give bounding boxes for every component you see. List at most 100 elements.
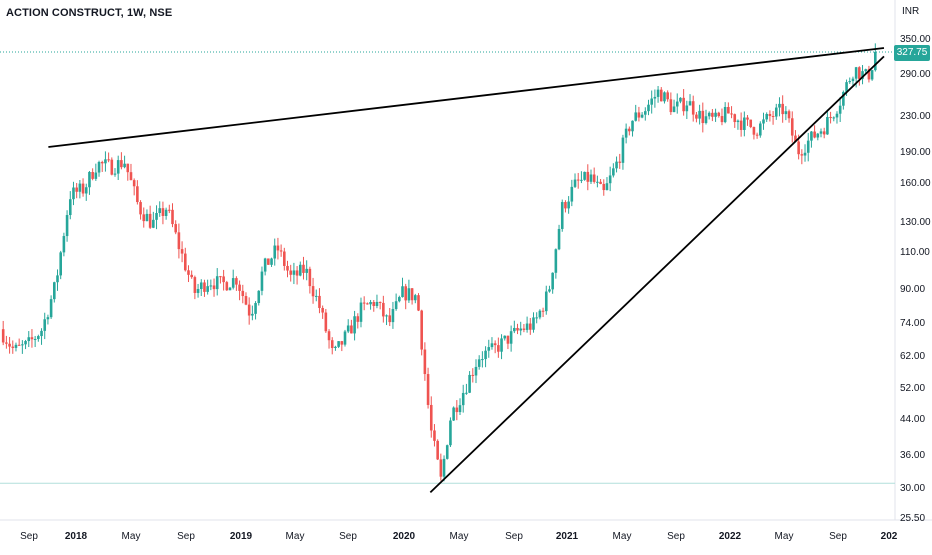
candle-down bbox=[586, 171, 590, 182]
candle-up bbox=[656, 89, 660, 97]
candle-down bbox=[219, 276, 222, 278]
time-axis-month-label: Sep bbox=[339, 531, 357, 542]
candle-down bbox=[267, 258, 270, 265]
candle-down bbox=[356, 316, 360, 322]
candle-up bbox=[634, 112, 638, 121]
candle-up bbox=[573, 179, 577, 187]
candle-up bbox=[273, 245, 277, 259]
candle-up bbox=[68, 199, 72, 216]
candle-up bbox=[525, 323, 529, 330]
candle-up bbox=[62, 236, 66, 253]
candle-down bbox=[1, 329, 5, 343]
candle-down bbox=[187, 270, 190, 275]
time-axis-year-label: 2020 bbox=[392, 531, 416, 542]
candle-down bbox=[516, 327, 519, 331]
candle-down bbox=[493, 343, 497, 346]
candle-up bbox=[698, 110, 701, 119]
candle-up bbox=[53, 282, 56, 300]
time-axis-year-label: 2022 bbox=[718, 531, 742, 542]
candle-down bbox=[362, 302, 366, 304]
candle-up bbox=[615, 161, 618, 169]
candle-up bbox=[778, 103, 781, 108]
time-axis-month-label: May bbox=[121, 531, 141, 542]
candle-down bbox=[183, 253, 187, 271]
candle-up bbox=[231, 278, 235, 288]
candle-down bbox=[324, 312, 328, 332]
candle-up bbox=[743, 117, 746, 130]
candle-up bbox=[72, 187, 75, 200]
time-axis-month-label: May bbox=[612, 531, 632, 542]
candle-up bbox=[445, 445, 449, 459]
candle-up bbox=[209, 285, 213, 287]
candle-up bbox=[56, 275, 59, 283]
candle-down bbox=[429, 404, 433, 431]
candle-down bbox=[193, 277, 197, 293]
candle-up bbox=[567, 201, 570, 209]
candle-up bbox=[663, 92, 666, 102]
candle-up bbox=[803, 152, 807, 156]
candle-down bbox=[107, 159, 110, 161]
candle-down bbox=[794, 135, 797, 142]
candle-down bbox=[136, 186, 139, 203]
candle-down bbox=[203, 282, 206, 292]
price-axis-label: 130.00 bbox=[900, 217, 931, 228]
candle-up bbox=[765, 113, 768, 120]
candle-down bbox=[682, 97, 685, 112]
time-axis-month-label: Sep bbox=[667, 531, 685, 542]
candle-up bbox=[359, 302, 363, 322]
candle-down bbox=[733, 114, 737, 123]
candle-up bbox=[481, 359, 484, 361]
candle-up bbox=[385, 315, 388, 317]
candle-up bbox=[298, 264, 302, 276]
candle-down bbox=[161, 208, 165, 216]
candle-up bbox=[468, 374, 471, 393]
candle-up bbox=[292, 270, 296, 275]
candle-up bbox=[503, 335, 507, 339]
candle-up bbox=[672, 106, 676, 113]
candle-up bbox=[544, 291, 548, 312]
candle-up bbox=[314, 295, 318, 297]
candle-up bbox=[394, 301, 398, 310]
candle-down bbox=[410, 288, 414, 301]
price-axis-label: 25.50 bbox=[900, 513, 926, 524]
candle-up bbox=[647, 104, 650, 112]
candle-down bbox=[755, 134, 759, 136]
time-axis-year-label: 202 bbox=[880, 531, 898, 542]
price-axis-label: 30.00 bbox=[900, 483, 926, 494]
time-axis-month-label: May bbox=[285, 531, 305, 542]
candle-down bbox=[790, 118, 794, 136]
candle-up bbox=[589, 174, 593, 182]
candle-up bbox=[723, 106, 727, 123]
candle-down bbox=[17, 344, 21, 346]
candle-up bbox=[43, 319, 47, 331]
time-axis-month-label: May bbox=[449, 531, 469, 542]
candle-down bbox=[404, 286, 408, 301]
candle-down bbox=[340, 341, 344, 345]
candle-up bbox=[27, 337, 31, 342]
candle-down bbox=[308, 268, 312, 287]
candle-down bbox=[180, 249, 184, 254]
candle-up bbox=[644, 111, 647, 115]
candle-up bbox=[608, 175, 612, 184]
candle-up bbox=[688, 101, 692, 106]
candle-up bbox=[270, 258, 273, 265]
candle-up bbox=[845, 82, 848, 92]
candle-down bbox=[311, 286, 315, 297]
candle-down bbox=[506, 335, 510, 344]
candle-down bbox=[327, 331, 331, 341]
candle-down bbox=[439, 459, 443, 477]
candle-up bbox=[215, 276, 219, 290]
candle-up bbox=[835, 113, 839, 118]
candle-down bbox=[283, 251, 286, 266]
candle-up bbox=[707, 112, 711, 117]
candle-up bbox=[557, 228, 561, 250]
candle-down bbox=[497, 345, 500, 352]
candle-up bbox=[487, 347, 491, 351]
candle-up bbox=[398, 297, 401, 302]
candle-up bbox=[851, 78, 855, 82]
candle-down bbox=[797, 141, 800, 155]
candle-down bbox=[132, 180, 136, 187]
time-axis-month-label: Sep bbox=[177, 531, 195, 542]
